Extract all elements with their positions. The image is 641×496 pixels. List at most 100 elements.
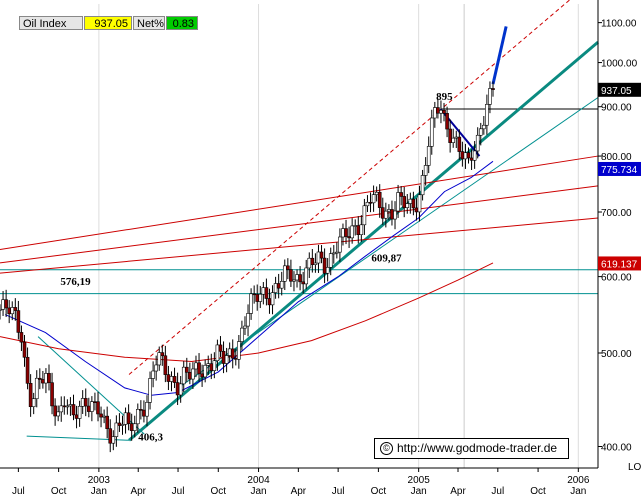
price-candle <box>230 348 235 359</box>
price-candle <box>368 201 373 204</box>
price-candle <box>423 165 428 176</box>
y-tick-label: 1100.00 <box>601 19 637 30</box>
price-candle <box>80 398 85 407</box>
price-candle <box>362 205 367 226</box>
price-candle <box>286 265 290 270</box>
price-candle <box>310 257 315 265</box>
price-candle <box>184 366 189 373</box>
credit-url[interactable]: http://www.godmode-trader.de <box>397 441 558 455</box>
price-candle <box>237 341 241 360</box>
value-tag-bg <box>598 82 641 97</box>
price-candle <box>356 225 361 235</box>
price-candle <box>273 283 278 293</box>
price-candle <box>276 283 281 289</box>
price-candle <box>488 88 492 105</box>
price-candle <box>65 405 70 408</box>
price-candle <box>13 307 18 311</box>
price-candle <box>289 269 293 282</box>
price-candle <box>344 228 348 237</box>
price-candle <box>433 107 437 119</box>
price-candle <box>384 210 388 219</box>
price-candle <box>215 344 220 362</box>
price-candle <box>246 313 250 327</box>
moving-averages <box>0 160 494 396</box>
level-annotation: 406,3 <box>138 431 163 443</box>
price-candle <box>426 146 431 166</box>
price-candle <box>169 376 174 382</box>
price-candle <box>390 209 394 220</box>
price-candle <box>7 307 11 315</box>
price-candle <box>132 423 137 431</box>
trendline-projection <box>491 26 508 85</box>
price-candle <box>56 411 60 417</box>
price-candle <box>218 344 223 352</box>
price-candle <box>135 409 140 425</box>
moving-average-line <box>0 262 494 363</box>
price-candle <box>380 207 385 219</box>
price-candle <box>178 383 183 396</box>
price-candle <box>139 409 143 411</box>
level-annotation: 895 <box>436 91 453 103</box>
price-candle <box>87 405 91 412</box>
trendline-parallel-channel <box>128 0 571 375</box>
price-candle <box>414 207 419 213</box>
trendline-long-resistance <box>0 155 599 251</box>
price-candle <box>316 251 321 264</box>
price-candle <box>451 137 456 143</box>
price-candle <box>160 352 165 357</box>
y-tick-label: 500.00 <box>601 349 632 360</box>
price-candle <box>19 332 24 343</box>
price-candle <box>10 307 15 315</box>
price-candle <box>417 194 422 213</box>
moving-average-line <box>4 160 494 396</box>
price-candle <box>41 379 45 384</box>
x-year-label: 2003 <box>88 475 111 486</box>
price-candle <box>191 368 195 380</box>
trendline-thin-uptrend <box>177 97 599 389</box>
price-candle <box>258 293 263 302</box>
instrument-name: Oil Index <box>19 16 83 30</box>
price-candle <box>267 298 272 306</box>
value-tag-text: 937.05 <box>601 86 632 97</box>
annotations: 895 609,87 576,19 406,3 <box>60 91 453 443</box>
price-candle <box>307 257 312 269</box>
price-candle <box>335 251 339 254</box>
price-candle <box>105 415 109 430</box>
price-candle <box>197 362 201 375</box>
price-candle <box>279 281 284 289</box>
price-candle <box>203 364 207 378</box>
price-candle <box>338 236 342 253</box>
price-candle <box>233 357 238 360</box>
price-candle <box>295 274 299 281</box>
price-series <box>0 81 495 453</box>
level-annotation: 576,19 <box>60 276 91 288</box>
x-tick-label: Apr <box>291 486 307 496</box>
price-candle <box>408 198 413 204</box>
price-candle <box>157 352 162 366</box>
price-candle <box>142 409 146 417</box>
x-tick-label: Jul <box>332 486 345 496</box>
value-tags: 937.05 775.734 619.137 <box>598 82 641 271</box>
price-candle <box>111 436 116 444</box>
y-tick-label: 900.00 <box>601 103 632 114</box>
price-candle <box>463 152 468 160</box>
price-candle <box>491 88 495 90</box>
price-candle <box>353 225 358 227</box>
x-tick-label: Apr <box>450 486 466 496</box>
price-candle <box>436 107 440 114</box>
source-credit[interactable]: © http://www.godmode-trader.de <box>374 438 569 459</box>
price-candle <box>359 224 364 235</box>
level-annotation: 609,87 <box>371 253 402 265</box>
value-tag-bg <box>598 161 641 176</box>
price-candle <box>4 299 8 309</box>
price-candle <box>255 294 260 302</box>
price-candle <box>472 150 477 161</box>
price-candle <box>249 293 253 314</box>
price-candle <box>1 299 5 310</box>
price-candle <box>405 203 410 208</box>
price-candle <box>457 136 462 152</box>
price-candle <box>396 192 400 212</box>
x-tick-label: Jan <box>91 486 107 496</box>
y-tick-label: 600.00 <box>601 273 632 284</box>
